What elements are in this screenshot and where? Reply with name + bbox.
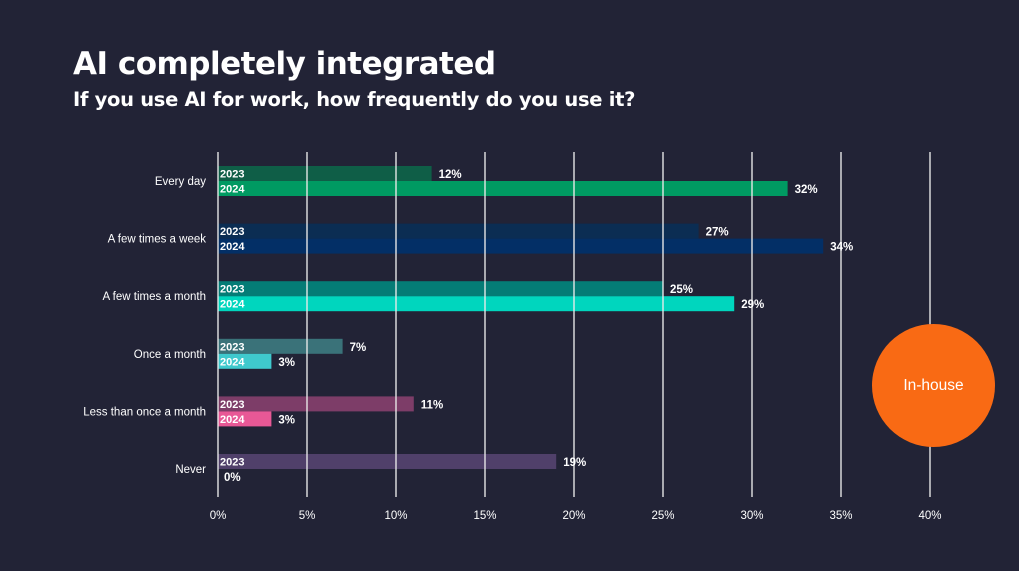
data-label: 29% [741, 299, 764, 311]
x-tick-label: 20% [562, 510, 585, 522]
x-axis: 0% 5% 10% 15% 20% 25% 30% 35% 40% [210, 510, 942, 522]
data-label: 34% [830, 242, 853, 254]
data-label: 11% [421, 399, 443, 411]
series-label-2024: 2024 [220, 299, 245, 311]
data-label: 12% [439, 169, 462, 181]
bar-2024 [218, 353, 272, 369]
series-label-2023: 2023 [220, 226, 244, 238]
bar-2023 [218, 281, 663, 297]
data-label: 25% [670, 284, 693, 296]
data-label: 3% [278, 414, 295, 426]
series-label-2023: 2023 [220, 284, 244, 296]
series-label-2024: 2024 [220, 184, 245, 196]
x-tick-label: 30% [740, 510, 763, 522]
x-tick-label: 40% [918, 510, 941, 522]
bar-2023 [218, 338, 343, 354]
x-tick-label: 25% [651, 510, 674, 522]
bar-2023 [218, 396, 414, 412]
data-label: 19% [563, 457, 586, 469]
bar-2024 [218, 181, 788, 196]
series-label-2023: 2023 [220, 169, 244, 181]
bar-2023 [218, 223, 699, 239]
x-tick-label: 5% [299, 510, 316, 522]
x-tick-label: 10% [384, 510, 407, 522]
x-tick-label: 15% [473, 510, 496, 522]
x-tick-label: 0% [210, 510, 227, 522]
in-house-badge-label: In-house [903, 376, 964, 394]
category-label: Never [175, 464, 206, 476]
data-label: 7% [350, 342, 367, 354]
series-label-2024: 2024 [220, 241, 245, 253]
bar-2024 [218, 296, 735, 312]
data-label: 27% [706, 227, 729, 239]
bar-2023 [218, 166, 432, 181]
category-label: A few times a month [102, 291, 206, 303]
chart-title: AI completely integrated [73, 46, 496, 82]
series-label-2023: 2023 [220, 341, 244, 353]
in-house-badge: In-house [872, 324, 995, 447]
x-tick-label: 35% [829, 510, 852, 522]
bars-layer [218, 166, 824, 469]
category-label: Every day [155, 176, 206, 188]
category-label: A few times a week [108, 234, 207, 246]
series-label-2024: 2024 [220, 356, 245, 368]
gridlines-layer [217, 152, 931, 497]
series-label-2024: 2024 [220, 414, 245, 426]
chart-subtitle: If you use AI for work, how frequently d… [73, 88, 636, 111]
category-label: Once a month [134, 349, 206, 361]
data-label: 32% [795, 184, 818, 196]
labels-layer: Every day 2023 12% 2024 32% A few times a wee… [83, 169, 853, 485]
data-label: 0% [224, 472, 241, 484]
category-label: Less than once a month [83, 406, 206, 418]
bar-2023 [218, 454, 557, 469]
series-label-2023: 2023 [220, 399, 244, 411]
series-label-2023: 2023 [220, 457, 244, 469]
data-label: 3% [278, 357, 295, 369]
bar-2024 [218, 238, 824, 254]
bar-2024 [218, 411, 272, 427]
